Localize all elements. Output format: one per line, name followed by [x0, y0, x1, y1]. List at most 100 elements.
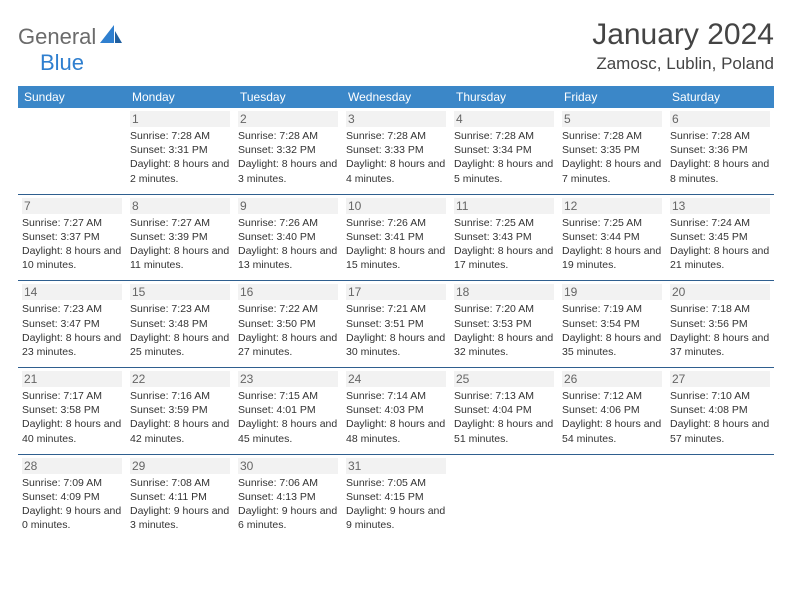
day-number: 12 [562, 198, 662, 214]
calendar-cell: 15Sunrise: 7:23 AMSunset: 3:48 PMDayligh… [126, 281, 234, 368]
sunrise-text: Sunrise: 7:28 AM [670, 129, 770, 143]
day-info: Sunrise: 7:26 AMSunset: 3:40 PMDaylight:… [238, 216, 338, 273]
logo-text-blue: Blue [40, 50, 84, 75]
weekday-header: Saturday [666, 86, 774, 108]
daylight-text: Daylight: 8 hours and 4 minutes. [346, 157, 446, 185]
calendar-cell: 5Sunrise: 7:28 AMSunset: 3:35 PMDaylight… [558, 108, 666, 194]
sunset-text: Sunset: 3:40 PM [238, 230, 338, 244]
calendar-cell: 22 Sunrise: 7:16 AMSunset: 3:59 PMDayligh… [126, 368, 234, 455]
calendar-cell: 28 Sunrise: 7:09 AMSunset: 4:09 PMDayligh… [18, 454, 126, 540]
sunset-text: Sunset: 4:09 PM [22, 490, 122, 504]
calendar-row: 1Sunrise: 7:28 AMSunset: 3:31 PMDaylight… [18, 108, 774, 194]
day-info: Sunrise: 7:27 AMSunset: 3:37 PMDaylight:… [22, 216, 122, 273]
weekday-header: Thursday [450, 86, 558, 108]
sunset-text: Sunset: 3:51 PM [346, 317, 446, 331]
weekday-header: Tuesday [234, 86, 342, 108]
day-number: 23 [238, 371, 338, 387]
daylight-text: Daylight: 8 hours and 11 minutes. [130, 244, 230, 272]
logo: General [18, 18, 124, 50]
daylight-text: Daylight: 9 hours and 6 minutes. [238, 504, 338, 532]
calendar-cell: 25Sunrise: 7:13 AMSunset: 4:04 PMDayligh… [450, 368, 558, 455]
day-info: Sunrise: 7:19 AMSunset: 3:54 PMDaylight:… [562, 302, 662, 359]
day-number: 28 [22, 458, 122, 474]
day-number: 6 [670, 111, 770, 127]
sunrise-text: Sunrise: 7:12 AM [562, 389, 662, 403]
daylight-text: Daylight: 9 hours and 0 minutes. [22, 504, 122, 532]
calendar-cell: 9 Sunrise: 7:26 AMSunset: 3:40 PMDaylight… [234, 194, 342, 281]
day-info: Sunrise: 7:28 AMSunset: 3:35 PMDaylight:… [562, 129, 662, 186]
calendar-cell: 6Sunrise: 7:28 AMSunset: 3:36 PMDaylight… [666, 108, 774, 194]
day-info: Sunrise: 7:16 AMSunset: 3:59 PMDaylight:… [130, 389, 230, 446]
day-number: 27 [670, 371, 770, 387]
day-number: 30 [238, 458, 338, 474]
day-info: Sunrise: 7:21 AMSunset: 3:51 PMDaylight:… [346, 302, 446, 359]
day-info: Sunrise: 7:25 AMSunset: 3:44 PMDaylight:… [562, 216, 662, 273]
day-number: 25 [454, 371, 554, 387]
sunrise-text: Sunrise: 7:22 AM [238, 302, 338, 316]
day-info: Sunrise: 7:26 AMSunset: 3:41 PMDaylight:… [346, 216, 446, 273]
weekday-header: Friday [558, 86, 666, 108]
calendar-cell: 30Sunrise: 7:06 AMSunset: 4:13 PMDayligh… [234, 454, 342, 540]
day-info: Sunrise: 7:08 AMSunset: 4:11 PMDaylight:… [130, 476, 230, 533]
daylight-text: Daylight: 8 hours and 37 minutes. [670, 331, 770, 359]
day-number: 26 [562, 371, 662, 387]
day-number: 8 [130, 198, 230, 214]
weekday-header: Wednesday [342, 86, 450, 108]
sunrise-text: Sunrise: 7:23 AM [22, 302, 122, 316]
calendar-cell [450, 454, 558, 540]
day-number: 29 [130, 458, 230, 474]
day-number: 13 [670, 198, 770, 214]
sunrise-text: Sunrise: 7:08 AM [130, 476, 230, 490]
day-number: 7 [22, 198, 122, 214]
daylight-text: Daylight: 8 hours and 32 minutes. [454, 331, 554, 359]
sunrise-text: Sunrise: 7:09 AM [22, 476, 122, 490]
sunset-text: Sunset: 3:48 PM [130, 317, 230, 331]
sunset-text: Sunset: 3:32 PM [238, 143, 338, 157]
calendar-cell: 21Sunrise: 7:17 AMSunset: 3:58 PMDayligh… [18, 368, 126, 455]
sunset-text: Sunset: 3:54 PM [562, 317, 662, 331]
sunrise-text: Sunrise: 7:25 AM [454, 216, 554, 230]
daylight-text: Daylight: 8 hours and 19 minutes. [562, 244, 662, 272]
day-info: Sunrise: 7:28 AMSunset: 3:33 PMDaylight:… [346, 129, 446, 186]
sunset-text: Sunset: 4:01 PM [238, 403, 338, 417]
daylight-text: Daylight: 8 hours and 23 minutes. [22, 331, 122, 359]
location: Zamosc, Lublin, Poland [592, 54, 774, 74]
daylight-text: Daylight: 8 hours and 27 minutes. [238, 331, 338, 359]
sunset-text: Sunset: 3:58 PM [22, 403, 122, 417]
sunrise-text: Sunrise: 7:27 AM [22, 216, 122, 230]
weekday-header: Sunday [18, 86, 126, 108]
calendar-cell [18, 108, 126, 194]
month-title: January 2024 [592, 18, 774, 52]
sunset-text: Sunset: 3:34 PM [454, 143, 554, 157]
sunrise-text: Sunrise: 7:28 AM [562, 129, 662, 143]
calendar-row: 21Sunrise: 7:17 AMSunset: 3:58 PMDayligh… [18, 368, 774, 455]
sunset-text: Sunset: 3:37 PM [22, 230, 122, 244]
day-number: 31 [346, 458, 446, 474]
calendar-cell: 19Sunrise: 7:19 AMSunset: 3:54 PMDayligh… [558, 281, 666, 368]
sunset-text: Sunset: 4:13 PM [238, 490, 338, 504]
day-info: Sunrise: 7:23 AMSunset: 3:47 PMDaylight:… [22, 302, 122, 359]
sunrise-text: Sunrise: 7:16 AM [130, 389, 230, 403]
calendar-cell: 18Sunrise: 7:20 AMSunset: 3:53 PMDayligh… [450, 281, 558, 368]
day-info: Sunrise: 7:25 AMSunset: 3:43 PMDaylight:… [454, 216, 554, 273]
day-info: Sunrise: 7:23 AMSunset: 3:48 PMDaylight:… [130, 302, 230, 359]
day-number: 9 [238, 198, 338, 214]
day-info: Sunrise: 7:28 AMSunset: 3:34 PMDaylight:… [454, 129, 554, 186]
daylight-text: Daylight: 8 hours and 40 minutes. [22, 417, 122, 445]
sunset-text: Sunset: 3:36 PM [670, 143, 770, 157]
daylight-text: Daylight: 8 hours and 7 minutes. [562, 157, 662, 185]
daylight-text: Daylight: 8 hours and 2 minutes. [130, 157, 230, 185]
logo-text-general: General [18, 24, 96, 50]
day-number: 22 [130, 371, 230, 387]
calendar-cell: 4Sunrise: 7:28 AMSunset: 3:34 PMDaylight… [450, 108, 558, 194]
sunrise-text: Sunrise: 7:26 AM [346, 216, 446, 230]
sunrise-text: Sunrise: 7:18 AM [670, 302, 770, 316]
day-number: 3 [346, 111, 446, 127]
sunset-text: Sunset: 3:31 PM [130, 143, 230, 157]
calendar-cell: 23Sunrise: 7:15 AMSunset: 4:01 PMDayligh… [234, 368, 342, 455]
sunset-text: Sunset: 3:43 PM [454, 230, 554, 244]
sunrise-text: Sunrise: 7:15 AM [238, 389, 338, 403]
sunrise-text: Sunrise: 7:26 AM [238, 216, 338, 230]
day-number: 20 [670, 284, 770, 300]
day-number: 1 [130, 111, 230, 127]
